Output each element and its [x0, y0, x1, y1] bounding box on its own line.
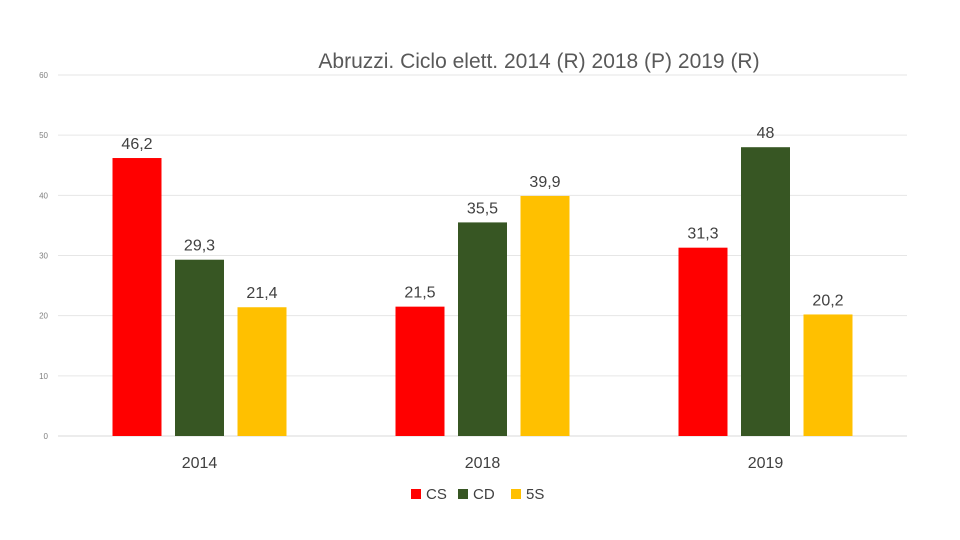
- legend-swatch: [458, 489, 468, 499]
- y-tick-label: 0: [44, 432, 49, 441]
- legend-item-cd: CD: [458, 486, 495, 503]
- bar-cs-2014: [112, 158, 162, 436]
- legend: CS CD 5S: [411, 486, 544, 503]
- legend-swatch: [511, 489, 521, 499]
- x-tick-label: 2019: [748, 455, 784, 472]
- data-label: 35,5: [467, 200, 498, 217]
- data-label: 21,4: [246, 285, 277, 302]
- bar-5s-2019: [803, 314, 853, 436]
- data-labels: 46,2 29,3 21,4 21,5 35,5 39,9 31,3 48 20,2: [121, 125, 843, 309]
- legend-label: CD: [473, 486, 495, 503]
- y-tick-label: 60: [39, 71, 48, 80]
- data-label: 20,2: [812, 292, 843, 309]
- data-label: 29,3: [184, 238, 215, 255]
- bar-cd-2019: [741, 147, 790, 436]
- legend-swatch: [411, 489, 421, 499]
- x-tick-label: 2014: [182, 455, 218, 472]
- data-label: 48: [757, 125, 775, 142]
- y-tick-label: 40: [39, 191, 48, 200]
- y-tick-label: 10: [39, 372, 48, 381]
- bar-cs-2018: [395, 306, 445, 436]
- data-label: 31,3: [687, 226, 718, 243]
- legend-label: 5S: [526, 486, 544, 503]
- legend-item-5s: 5S: [511, 486, 544, 503]
- bar-cd-2018: [458, 222, 507, 436]
- legend-item-cs: CS: [411, 486, 447, 503]
- data-label: 46,2: [121, 136, 152, 153]
- legend-label: CS: [426, 486, 447, 503]
- chart-title: Abruzzi. Ciclo elett. 2014 (R) 2018 (P) …: [318, 50, 759, 73]
- bar-cs-2019: [678, 247, 728, 436]
- bar-5s-2014: [237, 307, 287, 436]
- data-label: 39,9: [529, 174, 560, 191]
- y-tick-label: 50: [39, 131, 48, 140]
- bar-cd-2014: [175, 259, 224, 436]
- y-tick-label: 20: [39, 312, 48, 321]
- x-axis: 2014 2018 2019: [182, 455, 784, 472]
- bars: [112, 147, 853, 436]
- data-label: 21,5: [404, 285, 435, 302]
- bar-5s-2018: [520, 195, 570, 436]
- x-tick-label: 2018: [465, 455, 501, 472]
- y-axis: 0 10 20 30 40 50 60: [39, 71, 48, 441]
- y-tick-label: 30: [39, 252, 48, 261]
